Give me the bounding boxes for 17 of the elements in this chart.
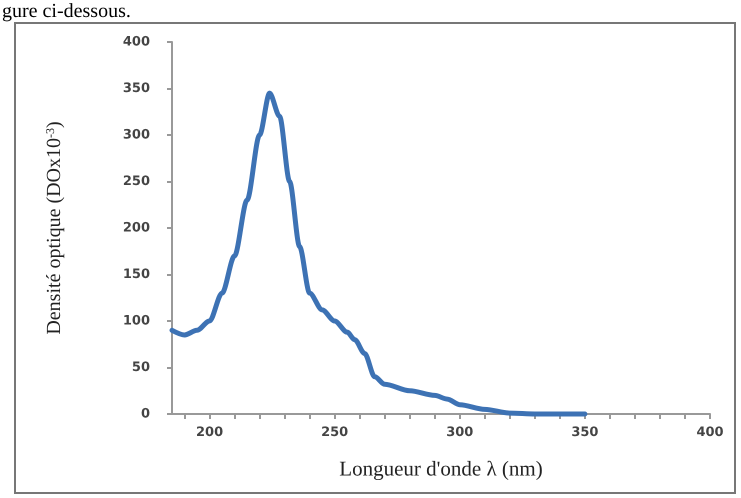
- y-axis-title: Densité optique (DOx10-3): [43, 121, 65, 335]
- x-tick-label: 250: [321, 425, 348, 440]
- x-tick-label: 300: [446, 425, 474, 440]
- y-tick-label: 250: [122, 174, 150, 189]
- x-tick-label: 200: [196, 425, 224, 440]
- x-tick-label: 400: [696, 425, 724, 440]
- y-tick-label: 300: [122, 128, 150, 142]
- y-tick-label: 150: [122, 267, 150, 282]
- y-tick-label: 200: [122, 220, 150, 236]
- x-tick-label: 350: [571, 425, 598, 440]
- y-tick-label: 0: [140, 406, 150, 422]
- x-axis-title: Longueur d'onde λ (nm): [339, 456, 543, 480]
- text: gure ci-dessous.: [2, 0, 131, 22]
- y-tick-label: 100: [122, 314, 150, 328]
- y-tick-label: 50: [132, 360, 150, 375]
- y-tick-label: 400: [122, 34, 150, 50]
- y-tick-label: 350: [122, 81, 150, 96]
